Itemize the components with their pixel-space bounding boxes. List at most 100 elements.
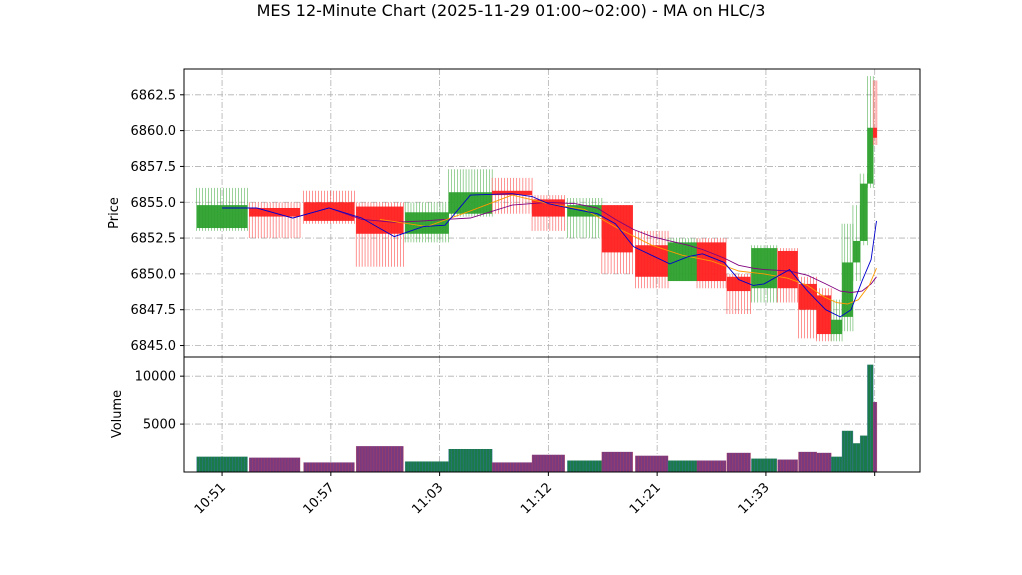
volume-bar xyxy=(830,456,843,472)
chart-title: MES 12-Minute Chart (2025-11-29 01:00~02… xyxy=(257,1,766,20)
candle xyxy=(248,202,301,239)
price-axis-label: Price xyxy=(107,197,122,229)
candle xyxy=(798,276,817,339)
volume-bar xyxy=(777,459,798,472)
time-tick-label: 10:51 xyxy=(192,480,229,517)
volume-bar xyxy=(635,455,669,472)
candle xyxy=(601,205,633,274)
candle-body xyxy=(356,206,404,234)
volume-bar xyxy=(798,451,817,472)
volume-bar xyxy=(696,460,727,472)
candle-body xyxy=(726,276,751,292)
volume-bar xyxy=(448,449,493,472)
volume-bar-fill xyxy=(196,456,248,472)
candle-body xyxy=(492,190,533,196)
time-axis-ticks: 10:51 10:57 11:03 11:12 11:21 11:33 xyxy=(192,472,876,517)
candle xyxy=(196,187,248,231)
price-tick-label: 6845.0 xyxy=(131,339,177,354)
volume-bar xyxy=(355,446,404,472)
candle-body xyxy=(842,262,853,317)
volume-bar xyxy=(303,462,355,472)
volume-bar-fill xyxy=(303,462,355,472)
candle xyxy=(448,169,493,217)
candle-body xyxy=(532,199,565,217)
candle-body xyxy=(249,207,301,217)
candle xyxy=(667,238,698,282)
volume-bars xyxy=(196,364,878,472)
candle xyxy=(816,288,832,342)
time-tick-label: 11:33 xyxy=(736,480,773,517)
volume-bar xyxy=(726,452,751,472)
candle-body xyxy=(697,242,727,282)
volume-bar-fill xyxy=(873,402,877,472)
candle-body xyxy=(816,295,832,335)
volume-tick-label: 5000 xyxy=(143,418,176,433)
volume-panel-frame xyxy=(183,356,921,473)
candle xyxy=(726,273,751,315)
volume-bar xyxy=(841,430,854,472)
price-tick-label: 6857.5 xyxy=(131,160,177,175)
volume-bar xyxy=(867,364,874,472)
volume-axis-ticks: 5000 10000 xyxy=(135,370,184,433)
volume-bar-fill xyxy=(816,452,832,472)
volume-bar xyxy=(872,402,878,472)
candle-body xyxy=(777,250,798,289)
volume-bar xyxy=(404,461,449,472)
volume-bar xyxy=(852,443,861,472)
candle xyxy=(696,238,727,289)
candle-body xyxy=(196,205,248,229)
volume-bar-fill xyxy=(532,454,565,472)
candle-body xyxy=(867,127,874,184)
candle-body xyxy=(852,240,861,263)
ma-slow-line xyxy=(222,201,877,293)
candle-body xyxy=(668,242,698,282)
candle-body xyxy=(405,212,449,234)
volume-bar xyxy=(249,457,301,472)
candle xyxy=(531,195,565,231)
ma-mid-line xyxy=(379,194,877,305)
price-axis-ticks: 6845.0 6847.5 6850.0 6852.5 6855.0 6857.5 6860… xyxy=(131,88,184,354)
candle-body xyxy=(601,205,633,253)
time-tick-label: 11:03 xyxy=(409,480,446,517)
price-candles xyxy=(196,76,878,342)
candle-body xyxy=(798,283,817,310)
volume-bar xyxy=(667,460,698,472)
volume-bar xyxy=(491,462,533,472)
volume-bar xyxy=(601,451,633,472)
candle xyxy=(404,202,449,243)
price-tick-label: 6847.5 xyxy=(131,303,177,318)
candle xyxy=(852,205,861,282)
candle xyxy=(303,190,355,224)
price-tick-label: 6850.0 xyxy=(131,267,177,282)
volume-bar-fill xyxy=(567,460,602,472)
moving-average-lines xyxy=(222,193,877,318)
candle xyxy=(355,202,404,267)
volume-bar-fill xyxy=(492,462,533,472)
candle-body xyxy=(873,127,877,138)
candle-body xyxy=(860,183,868,241)
candle-body xyxy=(303,202,355,221)
volume-bar xyxy=(751,458,778,472)
volume-bar xyxy=(531,454,565,472)
volume-bar-fill xyxy=(635,455,669,472)
time-tick-label: 11:21 xyxy=(627,480,664,517)
price-tick-label: 6855.0 xyxy=(131,196,177,211)
volume-bar-fill xyxy=(249,457,301,472)
volume-bar-fill xyxy=(448,449,493,472)
volume-axis-label: Volume xyxy=(110,390,125,438)
ma-fast-line xyxy=(222,193,877,318)
volume-bar xyxy=(816,452,832,472)
candle xyxy=(859,173,868,246)
volume-bar xyxy=(196,456,248,472)
volume-bar-fill xyxy=(405,461,449,472)
volume-tick-label: 10000 xyxy=(135,370,176,385)
candle xyxy=(830,299,843,342)
candle xyxy=(867,76,874,188)
volume-bar xyxy=(567,460,603,472)
volume-grid xyxy=(184,375,920,425)
price-tick-label: 6860.0 xyxy=(131,124,177,139)
volume-bar-fill xyxy=(777,459,798,472)
price-tick-label: 6852.5 xyxy=(131,232,177,247)
volume-bar xyxy=(859,435,868,472)
